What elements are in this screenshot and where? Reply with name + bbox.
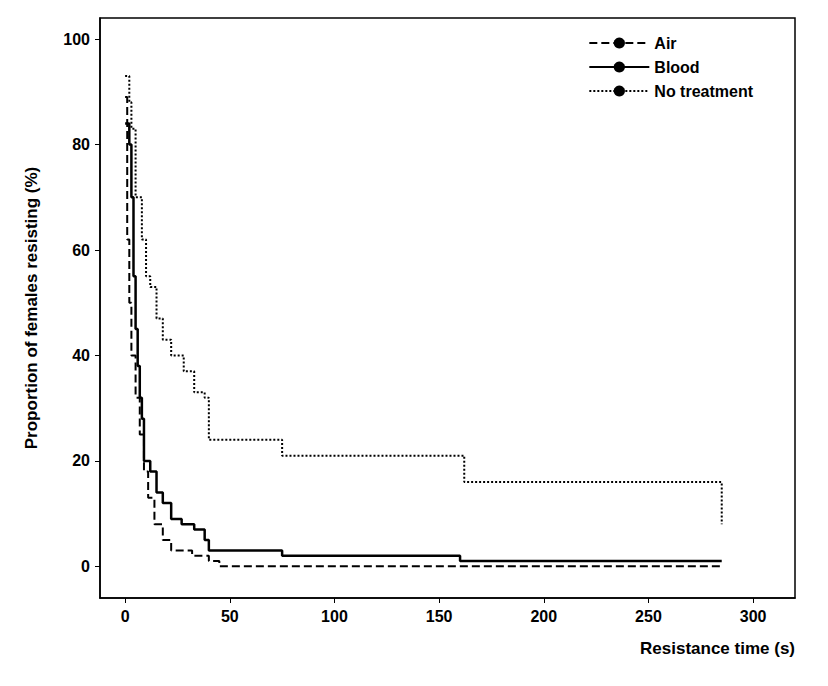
svg-text:Resistance time (s): Resistance time (s) (640, 639, 795, 658)
svg-text:Blood: Blood (654, 59, 699, 76)
svg-text:Air: Air (654, 35, 676, 52)
svg-text:50: 50 (221, 608, 239, 625)
svg-text:60: 60 (72, 242, 90, 259)
svg-text:100: 100 (63, 31, 90, 48)
svg-text:0: 0 (121, 608, 130, 625)
svg-text:0: 0 (81, 558, 90, 575)
svg-text:Proportion of females resistin: Proportion of females resisting (%) (22, 167, 41, 449)
svg-text:80: 80 (72, 136, 90, 153)
svg-text:20: 20 (72, 452, 90, 469)
svg-text:100: 100 (321, 608, 348, 625)
svg-text:300: 300 (740, 608, 767, 625)
svg-text:200: 200 (530, 608, 557, 625)
svg-text:No treatment: No treatment (654, 83, 753, 100)
svg-text:150: 150 (426, 608, 453, 625)
svg-text:250: 250 (635, 608, 662, 625)
svg-text:40: 40 (72, 347, 90, 364)
